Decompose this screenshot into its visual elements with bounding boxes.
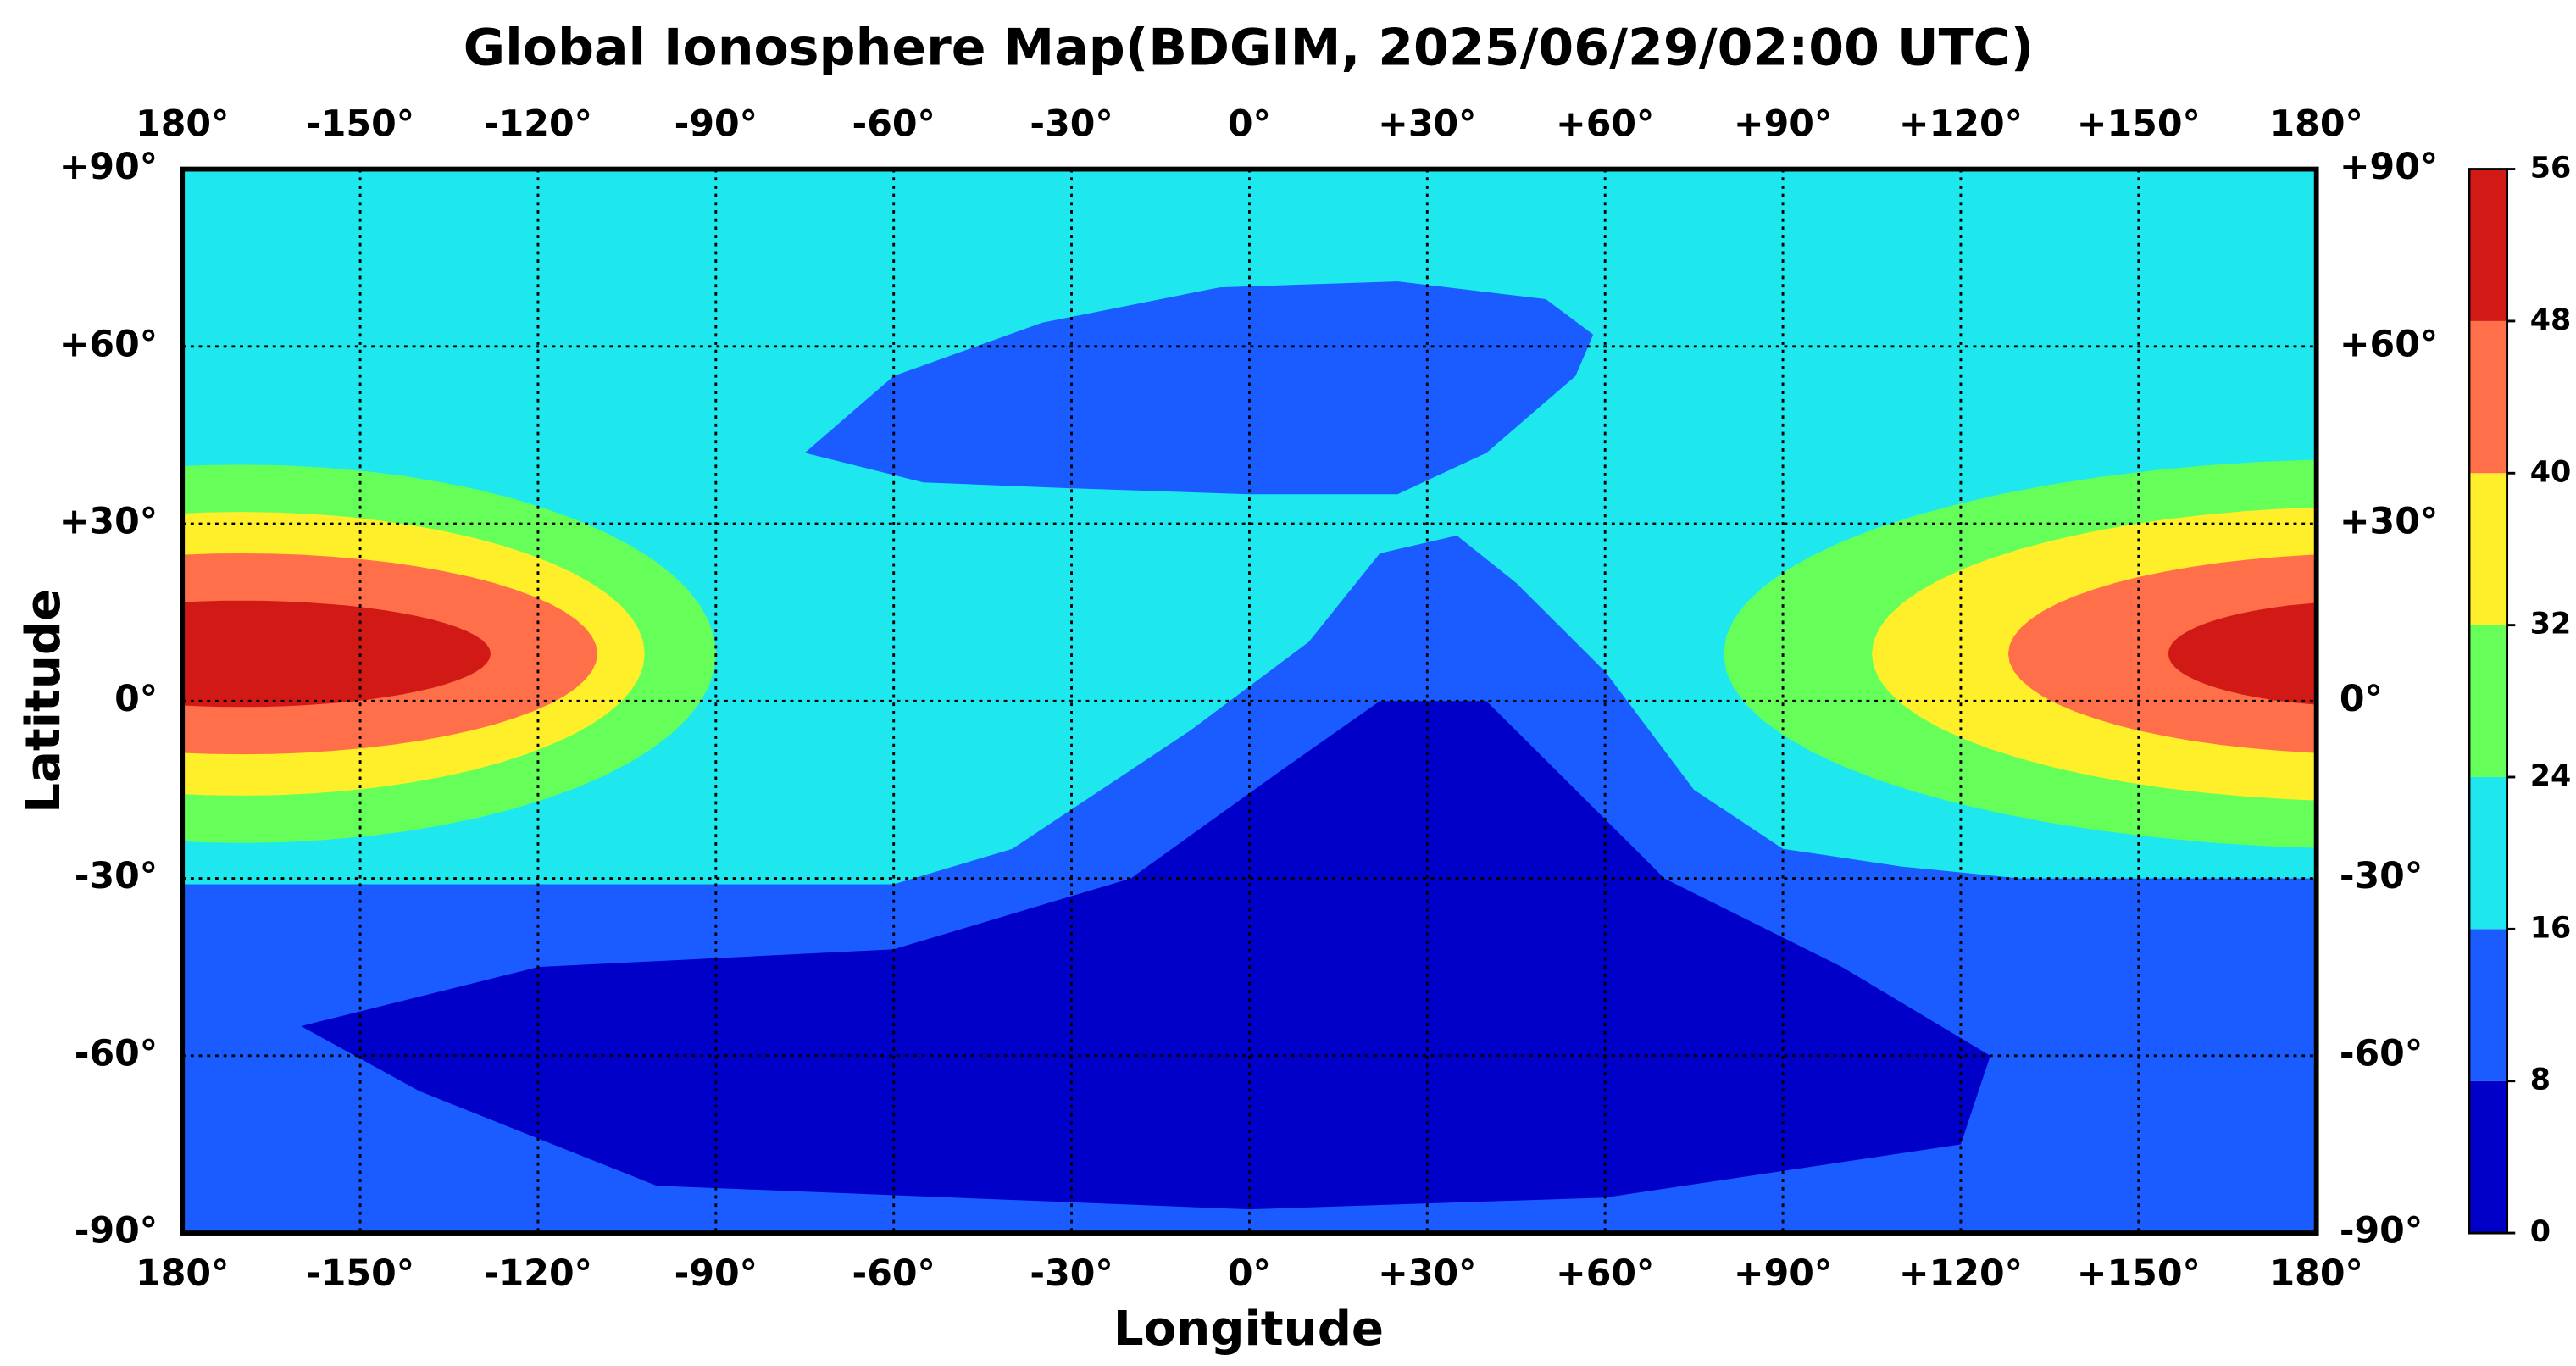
contour-region	[182, 600, 491, 708]
colorbar-segment	[2468, 169, 2507, 321]
colorbar-tick-label: 16	[2530, 911, 2572, 945]
x-tick-label: -150°	[306, 1252, 414, 1295]
x-tick-label-top: +120°	[1899, 103, 2023, 146]
y-tick-label: -30°	[75, 855, 158, 897]
x-tick-label-top: 180°	[2270, 103, 2363, 146]
y-tick-label-right: -60°	[2340, 1032, 2423, 1074]
colorbar-frame	[2468, 168, 2509, 1235]
y-tick-label: +90°	[59, 146, 158, 188]
contour-region	[301, 701, 1990, 1210]
y-tick-label-right: 0°	[2340, 678, 2383, 720]
colorbar-segment	[2468, 625, 2507, 777]
x-tick-label: -120°	[484, 1252, 592, 1295]
colorbar-tick-label: 24	[2530, 759, 2572, 793]
x-tick-label-top: +150°	[2077, 103, 2201, 146]
x-tick-label-top: -120°	[484, 103, 592, 146]
contour-region	[2168, 602, 2317, 705]
y-axis-label: Latitude	[16, 589, 71, 813]
x-tick-label-top: +60°	[1556, 103, 1654, 146]
colorbar-tick-label: 8	[2530, 1063, 2551, 1097]
y-tick-label: -60°	[75, 1032, 158, 1074]
x-tick-label-top: -60°	[852, 103, 935, 146]
x-tick-label-top: +90°	[1734, 103, 1832, 146]
chart-title: Global Ionosphere Map(BDGIM, 2025/06/29/…	[464, 19, 2034, 78]
y-tick-label-right: -30°	[2340, 855, 2423, 897]
y-tick-label: +30°	[59, 501, 158, 543]
y-tick-label-right: +90°	[2340, 146, 2438, 188]
colorbar-tick-label: 48	[2530, 303, 2572, 337]
x-tick-label: +90°	[1734, 1252, 1832, 1295]
x-tick-label: 180°	[2270, 1252, 2363, 1295]
contour-region	[2007, 554, 2317, 753]
x-tick-label-top: -30°	[1030, 103, 1113, 146]
map-frame	[180, 166, 2319, 1236]
x-tick-label: +60°	[1556, 1252, 1654, 1295]
y-tick-label-right: +60°	[2340, 323, 2438, 365]
colorbar-segment	[2468, 776, 2507, 930]
x-tick-label: +150°	[2077, 1252, 2201, 1295]
y-tick-label: -90°	[75, 1210, 158, 1252]
x-tick-label: 0°	[1228, 1252, 1271, 1295]
colorbar-segment	[2468, 929, 2507, 1081]
x-tick-label: -90°	[675, 1252, 758, 1295]
colorbar-tick-label: 32	[2530, 608, 2572, 641]
x-tick-label-top: 180°	[136, 103, 229, 146]
colorbar-segment	[2468, 473, 2507, 625]
x-axis-label: Longitude	[1113, 1302, 1384, 1357]
x-tick-label-top: -150°	[306, 103, 414, 146]
colorbar-segment	[2468, 1080, 2507, 1234]
x-tick-label: -30°	[1030, 1252, 1113, 1295]
colorbar-tick-label: 0	[2530, 1215, 2551, 1249]
x-tick-label-top: 0°	[1228, 103, 1271, 146]
colorbar-tick-label: 56	[2530, 152, 2572, 186]
y-tick-label-right: -90°	[2340, 1210, 2423, 1252]
x-tick-label: +120°	[1899, 1252, 2023, 1295]
colorbar-tick-label: 40	[2530, 455, 2572, 489]
y-tick-label: +60°	[59, 323, 158, 365]
x-tick-label-top: +30°	[1378, 103, 1476, 146]
x-tick-label: +30°	[1378, 1252, 1476, 1295]
y-tick-label: 0°	[114, 678, 158, 720]
colorbar: 0 8 16 24 32 40 48 56	[2468, 152, 2572, 1249]
x-tick-label-top: -90°	[675, 103, 758, 146]
x-tick-label: -60°	[852, 1252, 935, 1295]
x-tick-label: 180°	[136, 1252, 229, 1295]
colorbar-segment	[2468, 320, 2507, 474]
contour-region	[804, 281, 1594, 495]
y-tick-label-right: +30°	[2340, 501, 2438, 543]
